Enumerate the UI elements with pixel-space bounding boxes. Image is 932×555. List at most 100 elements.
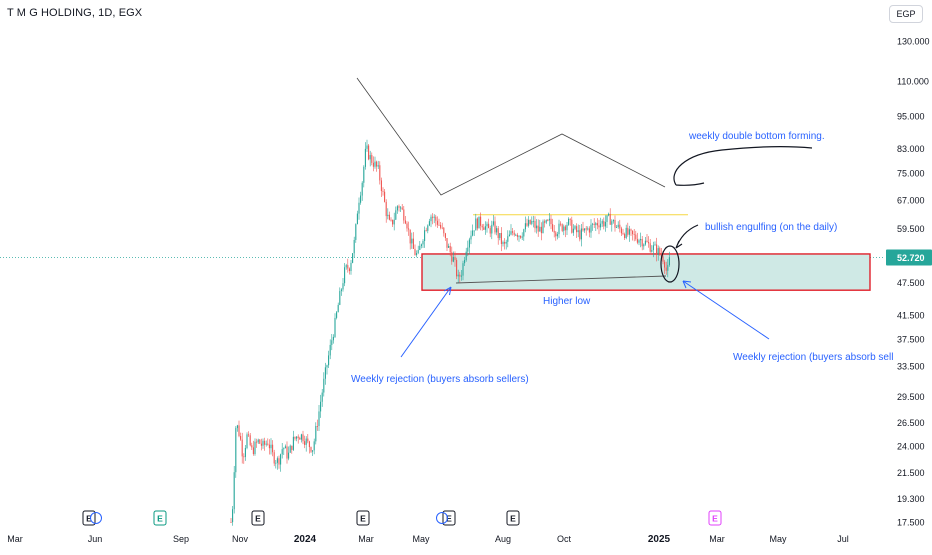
- candle-body: [371, 155, 373, 163]
- higher-low-line: [455, 275, 667, 284]
- earnings-marker-box: [506, 510, 520, 526]
- candle-body: [284, 446, 286, 449]
- candle-body: [446, 238, 448, 248]
- candle-body: [624, 234, 626, 239]
- candle-body: [382, 190, 384, 192]
- candle-body: [536, 225, 538, 229]
- candle-body: [638, 240, 640, 243]
- time-tick-label: May: [412, 534, 430, 544]
- candle-body: [510, 231, 512, 235]
- candle-body: [654, 244, 656, 246]
- candle-body: [366, 145, 368, 149]
- candle-body: [408, 228, 410, 230]
- candle-body: [427, 225, 429, 231]
- candle-body: [609, 213, 611, 225]
- candle-body: [433, 216, 435, 218]
- candle-body: [611, 221, 613, 225]
- time-axis[interactable]: Mar Jun Sep Nov 2024 Mar May Aug Oct 2025 Mar May Ju…: [7, 534, 849, 545]
- candle-body: [264, 440, 266, 445]
- candle-body: [505, 241, 507, 244]
- price-axis[interactable]: 130.000 110.000 95.000 83.000 75.000 67.000 59…: [886, 37, 932, 528]
- candle-body: [619, 224, 621, 229]
- candle-body: [520, 235, 522, 238]
- candle-body: [635, 234, 637, 240]
- candle-body: [534, 220, 536, 229]
- candle-body: [393, 219, 395, 225]
- candle-body: [617, 224, 619, 228]
- candle-body: [411, 238, 413, 244]
- annotation-engulfing: bullish engulfing (on the daily): [705, 222, 837, 233]
- candle-body: [236, 425, 238, 429]
- candle-body: [545, 220, 547, 223]
- candle-body: [588, 228, 590, 233]
- candle-body: [412, 238, 414, 249]
- support-zone-rect: [421, 253, 871, 291]
- candle-body: [468, 239, 470, 248]
- candle-body: [526, 223, 528, 226]
- candle-body: [502, 242, 504, 244]
- candle-body: [448, 245, 450, 248]
- candle-body: [432, 216, 434, 218]
- candle-body: [491, 224, 493, 234]
- candle-body: [652, 245, 654, 251]
- price-tick-label: 83.000: [897, 144, 925, 154]
- price-tick-label: 29.500: [897, 392, 925, 402]
- candle-body: [574, 226, 576, 229]
- time-tick-label: Nov: [232, 534, 249, 544]
- candle-body: [414, 248, 416, 256]
- double-bottom-path: [356, 77, 666, 196]
- candle-body: [476, 218, 478, 229]
- candle-body: [403, 209, 405, 221]
- candle-body: [636, 239, 638, 243]
- candle-body: [273, 452, 275, 464]
- candle-body: [396, 206, 398, 211]
- candle-body: [299, 437, 301, 440]
- price-tick-label: 37.500: [897, 335, 925, 345]
- candle-body: [550, 218, 552, 225]
- candle-body: [582, 228, 584, 231]
- time-tick-label: Aug: [495, 534, 511, 544]
- candle-body: [419, 246, 421, 250]
- candle-body: [616, 227, 618, 228]
- earnings-marker-label: E: [712, 514, 718, 524]
- candle-body: [459, 274, 461, 277]
- candle-body: [387, 214, 389, 217]
- candle-body: [339, 291, 341, 305]
- candle-body: [361, 182, 363, 196]
- price-tick-label: 24.000: [897, 442, 925, 452]
- price-tick-label: 19.300: [897, 494, 925, 504]
- time-tick-label: Jul: [837, 534, 849, 544]
- price-tick-label: 47.500: [897, 278, 925, 288]
- candle-body: [241, 439, 243, 457]
- candle-body: [331, 340, 333, 345]
- candle-body: [531, 220, 533, 224]
- earnings-marker-label: E: [86, 514, 92, 524]
- candle-body: [259, 439, 261, 444]
- annotation-higher-low: Higher low: [543, 296, 591, 307]
- candle-body: [281, 449, 283, 455]
- candle-body: [475, 218, 477, 231]
- candle-body: [662, 256, 664, 262]
- candle-body: [406, 223, 408, 229]
- candle-body: [595, 223, 597, 225]
- candle-body: [465, 251, 467, 261]
- candle-body: [568, 218, 570, 225]
- candle-body: [504, 242, 506, 244]
- candle-body: [548, 218, 550, 221]
- candle-body: [292, 436, 294, 450]
- event-circle-icon: [90, 512, 102, 524]
- price-tick-label: 41.500: [897, 310, 925, 320]
- candle-body: [244, 448, 246, 457]
- rejection-arrow-right: [682, 280, 770, 340]
- candle-body: [494, 221, 496, 233]
- candle-body: [649, 243, 651, 252]
- candle-body: [641, 239, 643, 247]
- currency-button[interactable]: EGP: [889, 5, 923, 23]
- candle-body: [464, 260, 466, 264]
- candle-body: [321, 392, 323, 402]
- candle-body: [467, 247, 469, 252]
- candle-body: [438, 224, 440, 226]
- candle-body: [246, 434, 248, 449]
